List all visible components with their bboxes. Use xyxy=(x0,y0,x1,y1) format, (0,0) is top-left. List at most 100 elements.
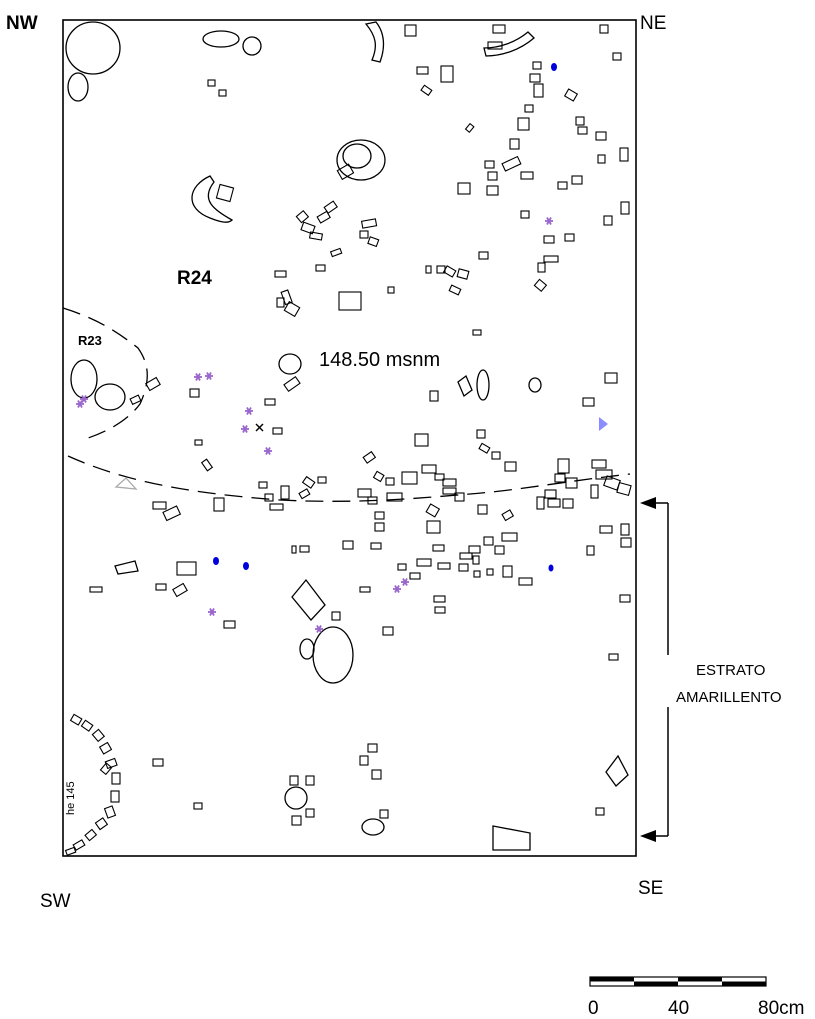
small-stone xyxy=(524,104,534,113)
small-stone xyxy=(448,284,462,296)
small-stone xyxy=(433,595,446,603)
small-stone xyxy=(472,555,480,565)
asterisk-marker-icon xyxy=(245,407,253,415)
corner-label-sw: SW xyxy=(40,891,71,912)
small-stone xyxy=(434,606,446,614)
small-stone xyxy=(420,84,433,97)
dashed-boundary-line xyxy=(62,307,148,441)
ring-feature-outer xyxy=(336,139,386,181)
small-stone xyxy=(129,394,142,406)
large-stone-outline xyxy=(65,21,121,75)
corner-label-ne: NE xyxy=(640,13,666,34)
small-stone xyxy=(283,300,301,318)
curved-stone-outline xyxy=(191,175,234,223)
blue-dot-icon xyxy=(243,562,249,570)
small-stone xyxy=(577,126,588,135)
small-stone xyxy=(172,582,188,598)
stone-outline xyxy=(67,72,89,102)
small-stone xyxy=(401,471,418,485)
small-stone xyxy=(484,160,495,169)
small-stone xyxy=(432,544,445,552)
small-stone xyxy=(491,451,501,460)
small-stone xyxy=(557,458,570,474)
stone-arc-feature xyxy=(64,713,121,856)
small-stone xyxy=(342,540,354,550)
gray-stone-outline xyxy=(114,477,138,490)
small-stone xyxy=(464,122,475,134)
small-stone xyxy=(299,545,310,553)
small-stone xyxy=(454,492,465,502)
small-stone xyxy=(280,485,290,500)
small-stone xyxy=(152,758,164,767)
small-stone xyxy=(145,376,161,392)
small-stone xyxy=(308,231,324,241)
small-stone xyxy=(603,215,613,226)
small-stone xyxy=(608,653,619,661)
small-stone xyxy=(458,563,469,572)
stone-outline xyxy=(361,818,385,836)
small-stone xyxy=(362,450,377,464)
small-stone xyxy=(599,525,613,534)
small-stone xyxy=(554,473,566,483)
small-stone xyxy=(494,545,505,555)
small-stone xyxy=(316,210,331,224)
small-stone xyxy=(305,808,315,818)
small-stone xyxy=(533,83,544,98)
curved-stone-outline xyxy=(483,31,535,57)
small-stone xyxy=(370,542,382,550)
small-stone xyxy=(536,496,545,510)
small-stone xyxy=(274,270,287,278)
small-stone xyxy=(357,488,372,498)
small-stone xyxy=(215,183,235,203)
small-stone xyxy=(504,461,517,472)
small-stone xyxy=(442,478,457,487)
small-stone xyxy=(456,268,470,280)
small-stone xyxy=(543,235,555,244)
stone-outline xyxy=(114,560,139,575)
small-stone xyxy=(315,264,326,272)
small-stone xyxy=(502,565,513,578)
asterisk-marker-icon xyxy=(194,373,202,381)
asterisk-marker-icon xyxy=(545,217,553,225)
asterisk-marker-icon xyxy=(241,425,249,433)
small-stone xyxy=(616,481,632,497)
large-slab-outline xyxy=(291,578,326,621)
large-slab-outline xyxy=(492,825,531,851)
small-stone xyxy=(323,200,338,214)
corner-label-nw: NW xyxy=(6,13,38,34)
small-stone xyxy=(612,52,622,61)
small-stone xyxy=(591,459,607,469)
small-stone xyxy=(283,375,301,393)
small-stone xyxy=(478,251,489,260)
small-stone xyxy=(487,171,498,181)
asterisk-marker-icon xyxy=(76,400,84,408)
small-stone xyxy=(440,65,454,83)
asterisk-marker-icon xyxy=(208,608,216,616)
small-stone xyxy=(565,477,578,489)
asterisk-marker-icon xyxy=(401,578,409,586)
small-stone xyxy=(571,175,583,185)
small-stone xyxy=(517,117,530,131)
small-stone xyxy=(425,503,441,518)
blue-dot-icon xyxy=(548,564,554,572)
triangle-marker-icon xyxy=(599,417,608,431)
small-stone xyxy=(520,171,534,180)
side-code-label: he 145 xyxy=(65,781,77,815)
small-stone xyxy=(620,537,632,548)
small-stone xyxy=(501,532,518,542)
small-stone xyxy=(429,390,439,402)
small-stone xyxy=(269,503,284,511)
small-stone xyxy=(162,505,182,522)
elevation-label: 148.50 msnm xyxy=(319,349,440,371)
stone-outline xyxy=(70,359,98,399)
small-stone xyxy=(213,497,225,512)
small-stone xyxy=(200,458,214,472)
small-stone xyxy=(374,511,385,520)
small-stone xyxy=(360,218,378,229)
scale-tick-80cm: 80cm xyxy=(758,998,804,1019)
small-stone xyxy=(397,563,407,571)
stone-outline xyxy=(299,638,315,660)
small-stone xyxy=(509,138,520,150)
small-stone xyxy=(529,73,541,83)
